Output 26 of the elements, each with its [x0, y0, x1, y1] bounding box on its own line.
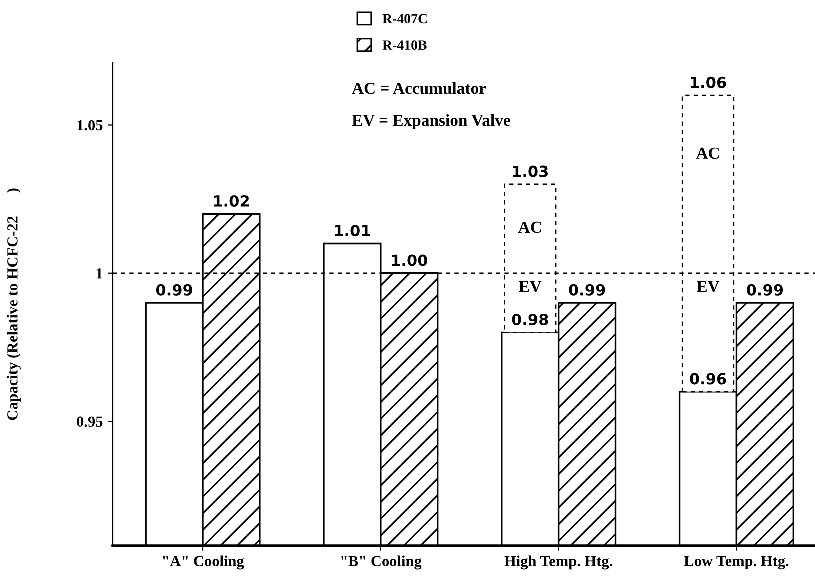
x-tick-label: High Temp. Htg. — [504, 556, 612, 570]
data-label: 0.99 — [156, 284, 192, 296]
data-label: 1.00 — [392, 254, 428, 266]
annotation: AC — [518, 222, 542, 234]
data-label: 0.99 — [747, 284, 784, 296]
x-tick-label: Low Temp. Htg. — [684, 556, 789, 570]
y-tick-label: 1.05 — [78, 120, 103, 131]
y-axis-title: Capacity (Relative to HCFC-22 ) — [7, 188, 21, 420]
legend-label: R-410B — [382, 40, 427, 50]
annotation: EV — [519, 281, 542, 292]
annotation: EV — [696, 281, 720, 292]
data-label: 0.99 — [569, 284, 606, 296]
data-label: 0.98 — [512, 314, 548, 326]
x-tick-label: "A" Cooling — [163, 556, 244, 570]
data-label: 1.02 — [214, 195, 250, 207]
annotation: AC — [696, 148, 720, 160]
data-label: 1.03 — [513, 166, 548, 178]
data-label: 1.06 — [691, 76, 726, 88]
data-label: 1.01 — [335, 225, 370, 237]
annotation: EV = Expansion Valve — [352, 114, 510, 130]
data-label: 0.96 — [690, 373, 726, 385]
y-tick-label: 1 — [96, 268, 102, 279]
x-tick-label: "B" Cooling — [342, 556, 422, 570]
legend-label: R-407C — [382, 14, 427, 24]
annotation: AC = Accumulator — [352, 82, 486, 94]
y-tick-label: 0.95 — [77, 416, 103, 428]
